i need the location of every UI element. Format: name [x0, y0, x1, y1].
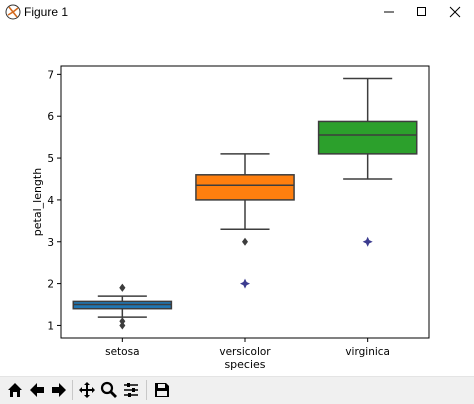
minimize-button[interactable]	[372, 0, 406, 24]
toolbar-separator	[146, 380, 147, 400]
box-versicolor	[195, 153, 295, 246]
maximize-icon	[417, 7, 426, 16]
y-tick-label: 1	[47, 320, 54, 332]
box-setosa	[72, 283, 173, 330]
matplotlib-icon	[5, 4, 21, 20]
pan-icon	[79, 382, 95, 398]
title-bar: Figure 1	[0, 0, 474, 26]
y-axis-label: petal_length	[31, 168, 44, 236]
y-tick-label: 5	[47, 153, 54, 165]
back-button[interactable]	[27, 380, 47, 400]
window-title: Figure 1	[24, 5, 69, 19]
box-virginica	[317, 77, 418, 180]
box-body	[195, 174, 295, 201]
close-icon	[449, 6, 461, 18]
y-tick-label: 4	[47, 195, 54, 207]
data-point-marker	[240, 278, 250, 289]
zoom-button[interactable]	[99, 380, 119, 400]
save-icon	[155, 383, 169, 397]
maximize-button[interactable]	[405, 0, 439, 24]
outlier-marker	[119, 283, 126, 292]
outlier-marker	[119, 321, 126, 330]
zoom-icon	[100, 381, 117, 398]
data-point-marker	[362, 236, 373, 247]
x-tick-label: virginica	[345, 346, 390, 358]
close-button[interactable]	[438, 0, 472, 24]
x-tick-label: setosa	[105, 346, 139, 358]
y-tick-label: 7	[47, 69, 54, 81]
pan-button[interactable]	[77, 380, 97, 400]
forward-icon	[52, 383, 66, 397]
x-tick-label: versicolor	[219, 346, 271, 358]
toolbar-separator	[72, 380, 73, 400]
box-body	[317, 120, 418, 155]
outlier-marker	[242, 237, 248, 246]
y-tick-label: 2	[47, 279, 54, 291]
configure-subplots-button[interactable]	[121, 380, 141, 400]
save-button[interactable]	[152, 380, 172, 400]
home-icon	[8, 383, 22, 397]
navigation-toolbar	[0, 376, 474, 404]
figure-canvas[interactable]: 1 2 3 4 5 6 7 setosa versicolor virginica specie…	[0, 26, 474, 376]
outlier-marker	[119, 317, 126, 326]
home-button[interactable]	[5, 380, 25, 400]
x-axis-label: species	[224, 358, 265, 371]
configure-subplots-icon	[124, 383, 138, 397]
forward-button[interactable]	[49, 380, 69, 400]
y-tick-label: 3	[47, 237, 54, 249]
y-tick-label: 6	[47, 111, 54, 123]
minimize-icon	[384, 11, 394, 13]
back-icon	[30, 383, 44, 397]
boxplot-chart: 1 2 3 4 5 6 7 setosa versicolor virginica specie…	[31, 65, 430, 371]
